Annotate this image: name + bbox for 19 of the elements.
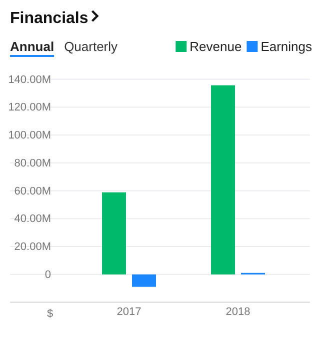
y-tick-label: 40.00M bbox=[14, 213, 51, 226]
y-tick-label: 80.00M bbox=[14, 157, 51, 170]
bar bbox=[102, 192, 126, 274]
legend-label: Earnings bbox=[260, 39, 312, 54]
bar bbox=[132, 274, 156, 287]
x-tick-label: 2018 bbox=[226, 306, 250, 318]
legend-label: Revenue bbox=[190, 39, 242, 54]
y-tick-label: 120.00M bbox=[8, 102, 51, 114]
y-tick-label: 100.00M bbox=[8, 130, 51, 142]
bar bbox=[211, 85, 235, 274]
chart-title: Financials bbox=[10, 10, 88, 27]
y-tick-label: 0 bbox=[44, 268, 51, 281]
y-tick-label: 140.00M bbox=[8, 74, 51, 86]
text: $ bbox=[46, 308, 54, 320]
text: Annual bbox=[10, 39, 54, 54]
x-tick-label: 2017 bbox=[116, 306, 142, 318]
y-tick-label: 20.00M bbox=[14, 241, 51, 254]
text: Quarterly bbox=[64, 39, 118, 54]
y-tick-label: 60.00M bbox=[14, 185, 51, 198]
